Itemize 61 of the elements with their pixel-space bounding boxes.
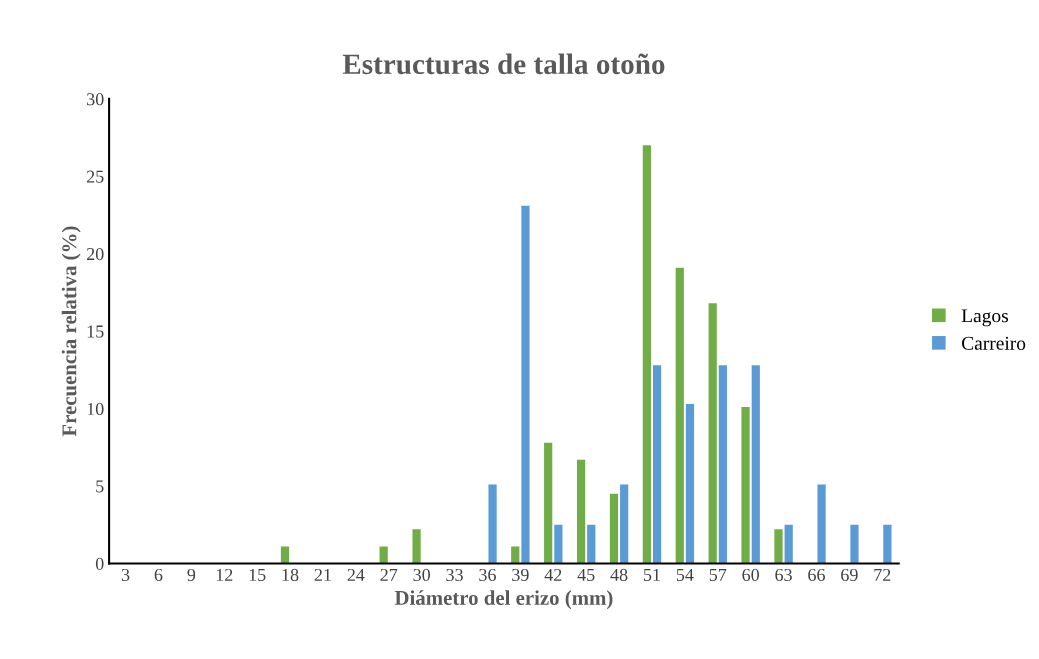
bar: [587, 524, 596, 564]
y-tick-label: 10: [87, 402, 104, 416]
bar: [741, 407, 750, 564]
bar: [488, 484, 497, 564]
y-tick-label: 20: [86, 247, 104, 261]
x-tick-label: 48: [610, 568, 628, 582]
x-tick-label: 57: [709, 569, 727, 582]
bar: [521, 205, 530, 564]
y-tick-label: 25: [86, 170, 104, 183]
x-tick-label: 66: [808, 568, 825, 582]
x-tick-label: 33: [446, 568, 463, 582]
x-tick-label: 72: [874, 568, 891, 581]
x-tick-label: 12: [216, 568, 233, 581]
bar: [708, 303, 717, 564]
x-tick-label: 54: [676, 568, 694, 582]
y-tick-label: 5: [96, 480, 104, 493]
x-tick-label: 24: [347, 568, 365, 581]
x-tick-label: 9: [187, 568, 196, 582]
bar: [576, 459, 586, 564]
bar: [751, 365, 760, 564]
bar: [685, 403, 695, 564]
y-tick-label: 30: [87, 93, 104, 106]
y-tick-label: 0: [95, 557, 104, 570]
y-tick-label: 15: [87, 325, 104, 338]
bar: [718, 365, 727, 564]
bar: [554, 524, 563, 564]
x-tick-label: 63: [775, 568, 792, 582]
bar: [379, 546, 388, 564]
x-tick-label: 6: [154, 568, 163, 582]
x-tick-label: 42: [544, 568, 562, 581]
bar: [774, 529, 783, 564]
bar: [642, 145, 651, 564]
x-tick-label: 15: [249, 568, 266, 582]
bar: [412, 529, 421, 564]
bar: [675, 267, 684, 564]
x-tick-label: 21: [314, 568, 331, 581]
bar: [784, 524, 793, 564]
bar: [544, 442, 553, 564]
legend-label: Lagos: [961, 309, 1009, 327]
x-tick-label: 60: [742, 568, 760, 582]
x-tick-label: 3: [121, 568, 130, 582]
y-axis-title: Frecuencia relativa (%): [61, 226, 81, 437]
x-tick-label: 45: [577, 568, 595, 582]
x-tick-label: 39: [512, 568, 529, 582]
x-axis-title: Diámetro del erizo (mm): [394, 590, 613, 610]
x-tick-label: 27: [380, 568, 398, 581]
bar: [883, 524, 892, 564]
bar: [620, 484, 629, 564]
legend-label: Carreiro: [961, 336, 1026, 350]
x-tick-label: 30: [413, 568, 430, 582]
bar: [652, 365, 662, 564]
x-tick-label: 69: [841, 568, 858, 582]
bar: [850, 524, 859, 564]
x-tick-label: 51: [643, 568, 660, 582]
x-tick-label: 18: [282, 568, 299, 582]
bar: [280, 546, 290, 564]
bar: [609, 493, 619, 564]
x-tick-label: 36: [479, 568, 496, 582]
bar: [511, 546, 520, 564]
chart-title: Estructuras de talla otoño: [342, 53, 665, 75]
bar: [817, 484, 826, 564]
